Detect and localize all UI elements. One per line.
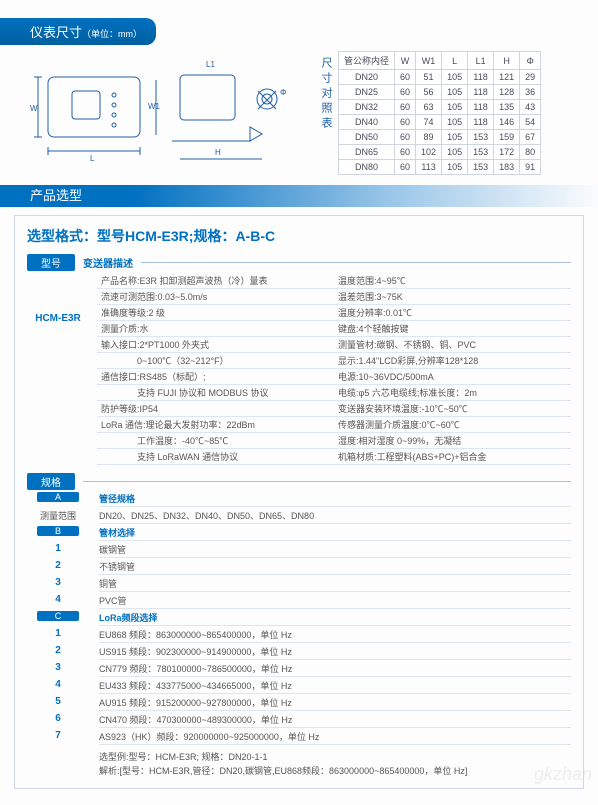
spec-c-row: 7AS923（HK）频段：920000000~925000000，单位 Hz — [27, 730, 571, 745]
desc-cell: 防护等级:IP54 — [97, 401, 334, 417]
dim-th: W1 — [416, 52, 442, 70]
desc-cell: 产品名称:E3R 扣卸测超声波热（冷）量表 — [97, 273, 334, 289]
dimension-table-caption: 尺寸对照表 — [318, 51, 338, 175]
model-format: 选型格式：型号HCM-E3R;规格：A-B-C — [27, 226, 571, 246]
spec-c-row: 5AU915 频段：915200000~927800000，单位 Hz — [27, 696, 571, 711]
desc-cell: 准确度等级:2 级 — [97, 305, 334, 321]
desc-cell: 温度分辨率:0.01℃ — [334, 305, 571, 321]
svg-text:L1: L1 — [206, 60, 215, 69]
spec-a-title: 管径规格 — [99, 492, 571, 507]
spec-b-row: 4PVC管 — [27, 594, 571, 609]
model-id: HCM-E3R — [27, 273, 89, 465]
example-line1: 选型例:型号：HCM-E3R; 规格：DN20-1-1 — [99, 751, 571, 765]
spec-b-row: 1碳钢管 — [27, 543, 571, 558]
table-row: DN32606310511813543 — [339, 100, 541, 115]
desc-cell: 0~100℃（32~212°F） — [97, 353, 334, 369]
table-row: DN40607410511814654 — [339, 115, 541, 130]
label-type: 型号 — [27, 254, 75, 271]
dimension-table: 管公称内径WW1LL1HΦ DN20605110511812129DN25605… — [338, 51, 541, 175]
desc-cell: 测量管材:碳钢、不锈钢、铜、PVC — [334, 337, 571, 353]
dim-th: Φ — [520, 52, 541, 70]
model-selection-box: 选型格式：型号HCM-E3R;规格：A-B-C 型号 变送器描述 HCM-E3R… — [14, 215, 584, 789]
desc-cell: 湿度:相对湿度 0~99%，无凝结 — [334, 433, 571, 449]
svg-text:Φ: Φ — [280, 88, 286, 97]
table-row: DN20605110511812129 — [339, 70, 541, 85]
svg-text:H: H — [215, 148, 221, 157]
desc-cell: 通信接口:RS485（标配）; — [97, 369, 334, 385]
desc-cell: 流速可测范围:0.03~5.0m/s — [97, 289, 334, 305]
spec-b-row: 2不锈钢管 — [27, 560, 571, 575]
desc-cell: 测量介质:水 — [97, 321, 334, 337]
svg-text:L: L — [90, 154, 95, 163]
label-b: B — [37, 526, 79, 536]
spec-c-row: 6CN470 频段：470300000~489300000，单位 Hz — [27, 713, 571, 728]
desc-cell: 温差范围:3~75K — [334, 289, 571, 305]
desc-title: 变送器描述 — [83, 255, 133, 270]
label-spec: 规格 — [27, 473, 75, 490]
dimension-table-wrap: 尺寸对照表 管公称内径WW1LL1HΦ DN20605110511812129D… — [318, 51, 584, 175]
spec-c-title: LoRa频段选择 — [99, 611, 571, 626]
table-row: DN656010210515317280 — [339, 145, 541, 160]
section-dimensions-header: 仪表尺寸（单位：mm） — [0, 18, 156, 45]
label-c: C — [37, 611, 79, 621]
dim-th: L1 — [468, 52, 494, 70]
label-a: A — [37, 492, 79, 502]
desc-cell: 温度范围:4~95℃ — [334, 273, 571, 289]
desc-cell: 变送器安装环境温度:-10℃~50℃ — [334, 401, 571, 417]
table-row: DN806011310515318391 — [339, 160, 541, 175]
desc-cell: 支持 LoRaWAN 通信协议 — [97, 449, 334, 465]
range-label: 测量范围 — [27, 509, 89, 522]
spec-c-row: 4EU433 频段：433775000~434665000，单位 Hz — [27, 679, 571, 694]
svg-text:W1: W1 — [148, 102, 161, 111]
desc-cell: 键盘:4个轻触按键 — [334, 321, 571, 337]
dim-th: L — [442, 52, 468, 70]
dim-th: W — [395, 52, 416, 70]
desc-cell: 支持 FUJI 协议和 MODBUS 协议 — [97, 385, 334, 401]
desc-cell: 输入接口:2*PT1000 外夹式 — [97, 337, 334, 353]
svg-text:W: W — [30, 104, 38, 113]
desc-cell: 显示:1.44"LCD彩屏,分辨率128*128 — [334, 353, 571, 369]
spec-c-row: 1EU868 频段：863000000~865400000，单位 Hz — [27, 628, 571, 643]
desc-cell: 机箱材质:工程塑料(ABS+PC)+铝合金 — [334, 449, 571, 465]
desc-cell: 工作温度：-40℃~85℃ — [97, 433, 334, 449]
desc-cell: 传感器测量介质温度:0℃~60℃ — [334, 417, 571, 433]
example-line2: 解析:[型号：HCM-E3R,管径：DN20,碳钢管,EU868频段：86300… — [99, 765, 571, 779]
section-model-header: 产品选型 — [0, 185, 598, 207]
spec-c-row: 3CN779 频段：780100000~786500000，单位 Hz — [27, 662, 571, 677]
example: 选型例:型号：HCM-E3R; 规格：DN20-1-1 解析:[型号：HCM-E… — [99, 751, 571, 778]
section-dimensions-title: 仪表尺寸 — [30, 25, 82, 40]
dim-th: 管公称内径 — [339, 52, 395, 70]
desc-cell: 电源:10~36VDC/500mA — [334, 369, 571, 385]
table-row: DN50608910515315967 — [339, 130, 541, 145]
dim-th: H — [494, 52, 520, 70]
desc-cell: 电缆:φ5 六芯电缆线;标准长度：2m — [334, 385, 571, 401]
table-row: DN25605610511812836 — [339, 85, 541, 100]
dimension-drawing: L W W1 H L1 Φ — [30, 55, 300, 165]
spec-b-row: 3铜管 — [27, 577, 571, 592]
spec-b-title: 管材选择 — [99, 526, 571, 541]
spec-c-row: 2US915 频段：902300000~914900000，单位 Hz — [27, 645, 571, 660]
desc-body: 产品名称:E3R 扣卸测超声波热（冷）量表温度范围:4~95℃流速可测范围:0.… — [97, 273, 571, 465]
desc-cell: LoRa 通信:理论最大发射功率：22dBm — [97, 417, 334, 433]
section-dimensions-unit: （单位：mm） — [82, 29, 142, 39]
spec-a-value: DN20、DN25、DN32、DN40、DN50、DN65、DN80 — [99, 509, 571, 524]
